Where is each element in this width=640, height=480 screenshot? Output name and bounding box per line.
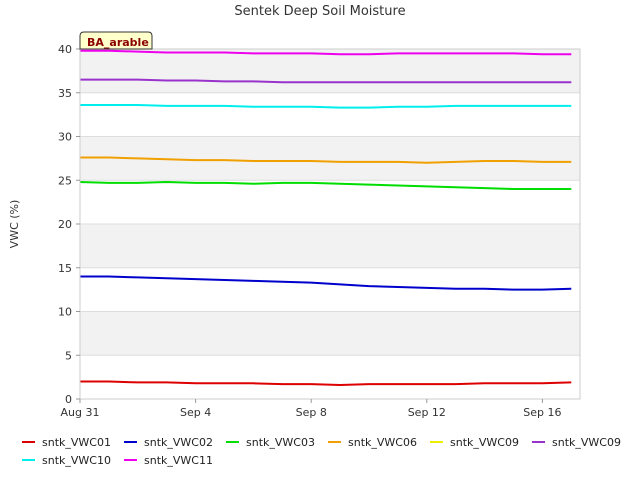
legend-label: sntk_VWC06 [348,436,417,449]
x-tick-label: Sep 8 [296,406,327,419]
plot-band [80,311,580,356]
y-tick-label: 30 [58,131,72,144]
series-line-sntk-vwc10-6 [80,104,572,109]
plot-band [80,180,580,224]
y-tick-label: 35 [58,87,72,100]
legend: sntk_VWC01 sntk_VWC02 sntk_VWC03 sntk_VWC06… [22,436,621,467]
series-line-sntk-vwc06-3 [80,156,572,164]
y-tick-label: 10 [58,306,72,319]
plot-band [80,49,580,93]
y-tick-label: 20 [58,218,72,231]
plot-band [80,355,580,399]
y-tick-label: 5 [65,349,72,362]
legend-label: sntk_VWC02 [144,436,213,449]
y-tick-label: 25 [58,174,72,187]
plot-band [80,224,580,268]
legend-label: sntk_VWC11 [144,454,213,467]
plot-band [80,92,580,137]
x-tick-label: Aug 31 [61,406,100,419]
series-line-sntk-vwc09-5 [80,78,572,84]
y-axis-ticks: 0 5 10 15 20 25 30 35 40 [58,43,80,406]
legend-label: sntk_VWC09 [450,436,519,449]
series-lines [79,49,572,387]
x-axis-ticks: Aug 31 Sep 4 Sep 8 Sep 12 Sep 16 [61,399,562,419]
x-tick-label: Sep 16 [523,406,561,419]
x-tick-label: Sep 12 [408,406,446,419]
series-line-sntk-vwc11-7 [80,49,572,56]
y-axis-label: VWC (%) [8,200,21,249]
y-tick-label: 40 [58,43,72,56]
legend-label: sntk_VWC03 [246,436,315,449]
series-line-sntk-vwc02-1 [80,275,572,291]
x-tick-label: Sep 4 [180,406,211,419]
y-tick-label: 0 [65,393,72,406]
y-tick-label: 15 [58,262,72,275]
plot-bands [80,49,580,399]
legend-label: sntk_VWC01 [42,436,111,449]
badge-label: BA_arable [87,36,149,49]
series-line-sntk-vwc03-2 [79,180,572,190]
badge-shape [79,31,153,50]
legend-label: sntk_VWC10 [42,454,111,467]
chart-title: Sentek Deep Soil Moisture [234,4,405,19]
series-line-sntk-vwc01-0 [80,380,572,387]
badge: BA_arable [79,31,153,50]
legend-label: sntk_VWC09 [552,436,621,449]
